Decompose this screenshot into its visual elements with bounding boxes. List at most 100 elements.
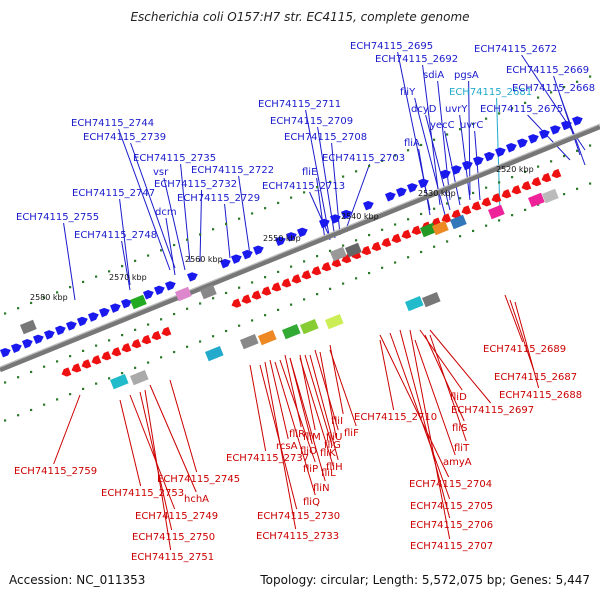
forward-feature-box [528, 193, 545, 208]
scale-dot [576, 188, 578, 190]
forward-gene-label: uvrY [445, 104, 468, 115]
scale-dot [30, 302, 32, 304]
scale-dot [4, 381, 6, 383]
forward-feature-box [488, 205, 505, 220]
reverse-gene-label: ECH74115_2689 [483, 344, 566, 355]
reverse-gene-arrow [60, 367, 71, 378]
reverse-gene-arrow [150, 331, 161, 342]
scale-dot [394, 223, 396, 225]
scale-dot [108, 377, 110, 379]
forward-gene-arrow [484, 150, 496, 161]
scale-dot [186, 308, 188, 310]
forward-gene-label: ECH74115_2703 [322, 153, 405, 164]
accession-text: Accession: NC_011353 [9, 573, 145, 587]
reverse-gene-label: fliF [344, 428, 359, 439]
scale-dot [212, 297, 214, 299]
forward-gene-label: ECH74115_2744 [71, 118, 154, 129]
scale-dot [407, 149, 409, 151]
scale-dot [186, 346, 188, 348]
forward-gene-label: dcyD [411, 104, 437, 115]
forward-gene-arrow [319, 217, 331, 228]
forward-gene-arrow [99, 306, 111, 317]
reverse-gene-arrow [290, 274, 301, 285]
reverse-gene-label: ECH74115_2710 [354, 412, 437, 423]
scale-dot [303, 298, 305, 300]
forward-gene-label: ECH74115_2672 [474, 44, 557, 55]
scale-dot [251, 212, 253, 214]
forward-gene-arrow [88, 311, 100, 322]
reverse-feature-box [300, 319, 319, 334]
reverse-gene-label: fliD [450, 392, 467, 403]
forward-leader-line [225, 204, 230, 258]
reverse-gene-arrow [260, 286, 271, 297]
scale-dot [524, 209, 526, 211]
forward-gene-arrow [385, 190, 397, 201]
scale-dot [316, 255, 318, 257]
scale-dot [329, 250, 331, 252]
forward-gene-arrow [363, 199, 375, 210]
forward-leader-line [475, 131, 480, 200]
forward-gene-arrow [528, 132, 540, 143]
scale-dot [381, 229, 383, 231]
scale-dot [147, 361, 149, 363]
scale-dot [290, 266, 292, 268]
reverse-gene-arrow [140, 335, 151, 346]
scale-dot [485, 225, 487, 227]
reverse-gene-label: ECH74115_2753 [101, 488, 184, 499]
scale-dot [355, 277, 357, 279]
forward-gene-label: ECH74115_2747 [72, 188, 155, 199]
scale-dot [277, 202, 279, 204]
reverse-gene-label: ECH74115_2745 [157, 474, 240, 485]
scale-dot [355, 170, 357, 172]
reverse-gene-arrow [480, 197, 491, 208]
forward-gene-label: ECH74115_2709 [270, 116, 353, 127]
forward-gene-arrow [110, 302, 122, 313]
reverse-gene-arrow [550, 169, 561, 180]
forward-gene-arrow [473, 155, 485, 166]
scale-dot [30, 371, 32, 373]
scale-dot [329, 288, 331, 290]
reverse-leader-line [145, 390, 171, 550]
reverse-gene-label: ECH74115_2697 [451, 405, 534, 416]
reverse-gene-arrow [80, 359, 91, 370]
reverse-gene-arrow [240, 294, 251, 305]
scale-dot [160, 318, 162, 320]
forward-gene-label: fliA [404, 138, 420, 149]
scale-dot [95, 383, 97, 385]
reverse-gene-arrow [310, 266, 321, 277]
reverse-gene-arrow [370, 242, 381, 253]
kbp-tick-label: 2550 kbp [263, 234, 301, 243]
scale-dot [277, 309, 279, 311]
scale-dot [407, 218, 409, 220]
backbone-line [0, 127, 600, 370]
reverse-feature-box [422, 292, 441, 307]
forward-gene-arrow [506, 141, 518, 152]
scale-dot [459, 235, 461, 237]
reverse-gene-label: fliI [331, 416, 343, 427]
scale-dot [368, 165, 370, 167]
scale-dot [498, 181, 500, 183]
forward-leader-line [239, 176, 250, 255]
reverse-gene-label: ECH74115_2705 [410, 501, 493, 512]
scale-dot [121, 372, 123, 374]
scale-dot [589, 144, 591, 146]
scale-dot [134, 329, 136, 331]
forward-gene-label: fliY [400, 87, 416, 98]
forward-gene-label: ECH74115_2675 [480, 104, 563, 115]
forward-gene-arrow [253, 244, 265, 255]
scale-dot [173, 351, 175, 353]
kbp-tick-label: 2530 kbp [418, 189, 456, 198]
scale-dot [69, 286, 71, 288]
forward-gene-label: pgsA [454, 70, 479, 81]
scale-dot [277, 271, 279, 273]
reverse-gene-arrow [380, 238, 391, 249]
scale-dot [264, 276, 266, 278]
reverse-gene-arrow [120, 343, 131, 354]
reverse-gene-label: ECH74115_2688 [499, 390, 582, 401]
reverse-gene-arrow [360, 246, 371, 257]
reverse-gene-label: fliG [324, 440, 341, 451]
reverse-gene-arrow [460, 205, 471, 216]
forward-gene-label: ECH74115_2695 [350, 41, 433, 52]
backbone-highlight [0, 124, 600, 367]
